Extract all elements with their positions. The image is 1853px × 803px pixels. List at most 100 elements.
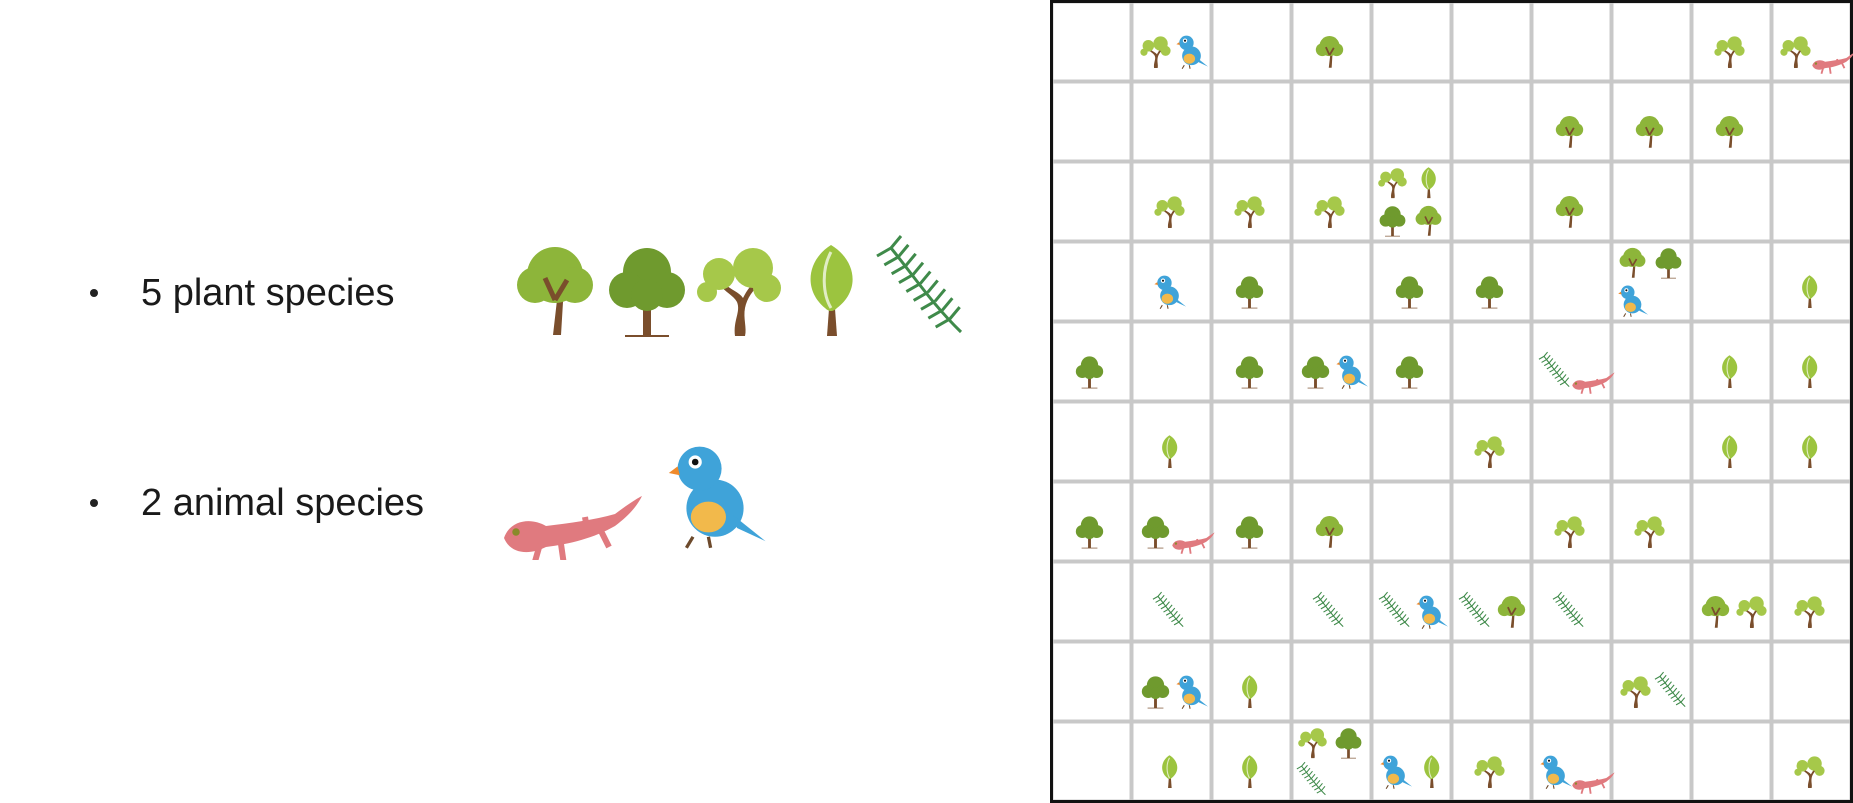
grid-cell (1378, 591, 1449, 630)
tree-c-icon (1736, 596, 1767, 629)
grid-cell (1380, 755, 1440, 790)
tree-d-icon (1421, 167, 1436, 199)
tree-c-icon (1794, 756, 1825, 789)
tree-b-icon (1235, 356, 1264, 389)
grid-cell (1538, 351, 1615, 394)
grid-cell (1555, 196, 1584, 228)
salamander-icon (1572, 772, 1615, 794)
grid-cell (1141, 675, 1209, 710)
animals-label: 2 animal species (141, 481, 425, 524)
bird-icon (1618, 285, 1649, 318)
tree-b-icon (1075, 516, 1104, 549)
fern-icon (1552, 591, 1584, 628)
tree-c-icon (1314, 196, 1345, 229)
bird-icon (1176, 35, 1209, 70)
tree-d-icon (810, 245, 853, 336)
tree-a-icon (1635, 116, 1664, 148)
grid-cell (1154, 196, 1185, 229)
salamander-icon (504, 496, 642, 560)
tree-a-icon (1555, 116, 1584, 148)
grid-cell (1701, 596, 1767, 629)
grid-cell (1554, 516, 1585, 549)
tree-c-icon (1634, 516, 1665, 549)
tree-c-icon (1714, 36, 1745, 69)
tree-c-icon (1378, 168, 1407, 199)
plants-label: 5 plant species (141, 271, 395, 314)
tree-d-icon (1802, 435, 1818, 469)
tree-b-icon (1379, 206, 1406, 237)
grid-cell (1235, 516, 1264, 549)
tree-b-icon (1655, 248, 1682, 279)
grid-cell (1802, 435, 1818, 469)
tree-c-icon (1474, 756, 1505, 789)
grid-cell (1235, 356, 1264, 389)
grid-cell (1075, 516, 1104, 549)
tree-b-icon (1235, 276, 1264, 309)
tree-a-icon (1555, 196, 1584, 228)
grid-cell (1312, 591, 1344, 628)
fern-icon (1654, 671, 1686, 708)
tree-a-icon (1315, 36, 1344, 68)
grid-cell (1162, 755, 1178, 789)
fern-icon (1312, 591, 1344, 628)
grid-cell (1475, 276, 1504, 309)
grid-cell (1474, 436, 1505, 469)
plant-species-legend (517, 235, 963, 337)
tree-b-icon (1141, 676, 1170, 709)
bird-icon (1154, 275, 1187, 310)
grid-cell (1378, 167, 1442, 237)
tree-b-icon (1301, 356, 1330, 389)
tree-d-icon (1242, 675, 1258, 709)
grid-cell (1634, 516, 1665, 549)
tree-b-icon (1395, 276, 1424, 309)
tree-c-icon (1298, 728, 1327, 759)
fern-icon (1538, 351, 1570, 388)
bird-icon (1416, 595, 1449, 630)
animals-bullet: 2 animal species (90, 473, 424, 533)
grid-cell (1162, 435, 1178, 469)
tree-c-icon (1554, 516, 1585, 549)
grid-cell (1242, 755, 1258, 789)
grid-cell (1555, 116, 1584, 148)
grid-cell (1458, 591, 1526, 628)
salamander-icon (1572, 372, 1615, 394)
grid-cell (1540, 755, 1615, 794)
tree-c-icon (1154, 196, 1185, 229)
bullet-dot (90, 499, 98, 507)
animal-species-legend (504, 446, 766, 560)
bird-icon (1380, 755, 1413, 790)
tree-b-icon (1141, 516, 1170, 549)
fern-icon (1296, 761, 1326, 796)
tree-d-icon (1162, 435, 1178, 469)
grid-cell (1140, 35, 1209, 70)
grid-cell (1314, 196, 1345, 229)
grid-cell (1141, 516, 1215, 554)
tree-b-icon (1335, 728, 1362, 759)
tree-a-icon (1415, 205, 1442, 236)
bird-icon (1540, 755, 1573, 790)
tree-d-icon (1242, 755, 1258, 789)
grid-cell (1802, 275, 1818, 309)
grid-cell (1242, 675, 1258, 709)
bird-icon (668, 446, 766, 549)
grid-cell (1154, 275, 1187, 310)
grid-cell (1635, 116, 1664, 148)
grid-cell (1722, 355, 1738, 389)
grid-cell (1794, 756, 1825, 789)
tree-b-icon (1235, 516, 1264, 549)
tree-a-icon (1315, 516, 1344, 548)
grid-cell (1234, 196, 1265, 229)
grid-cell (1620, 671, 1686, 709)
grid-cell (1395, 356, 1424, 389)
tree-c-icon (1794, 596, 1825, 629)
grid-cell (1315, 516, 1344, 548)
grid-cell (1552, 591, 1584, 628)
grid-cell (1474, 756, 1505, 789)
fern-icon (876, 235, 963, 334)
grid-cell (1618, 247, 1682, 318)
bird-icon (1336, 355, 1369, 390)
bullet-dot (90, 289, 98, 297)
grid-cell (1714, 36, 1745, 69)
tree-a-icon (1701, 596, 1730, 628)
grid-cell (1802, 355, 1818, 389)
